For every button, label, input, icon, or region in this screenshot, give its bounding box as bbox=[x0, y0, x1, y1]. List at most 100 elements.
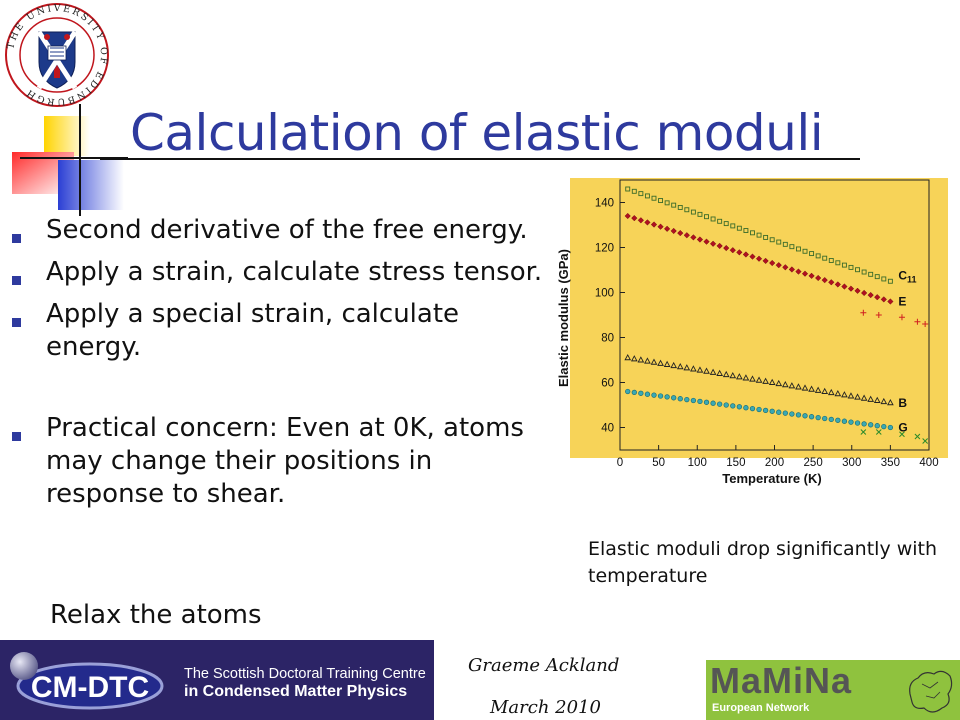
y-tick-label: 120 bbox=[595, 243, 614, 255]
x-tick-label: 200 bbox=[765, 457, 784, 469]
data-point bbox=[860, 394, 868, 401]
data-point bbox=[763, 234, 769, 240]
data-point bbox=[782, 410, 788, 416]
data-point bbox=[677, 230, 684, 237]
data-point bbox=[861, 289, 868, 297]
data-point bbox=[827, 388, 835, 396]
data-point bbox=[651, 195, 657, 201]
data-point bbox=[822, 415, 828, 422]
data-point bbox=[776, 409, 782, 415]
data-point bbox=[710, 240, 717, 247]
data-point bbox=[644, 391, 651, 397]
europe-map-icon bbox=[909, 670, 953, 713]
data-point bbox=[736, 225, 742, 231]
data-point bbox=[638, 191, 644, 197]
chart-background bbox=[570, 178, 948, 458]
data-point bbox=[815, 274, 822, 282]
mamina-subtitle: European Network bbox=[712, 702, 810, 714]
data-point bbox=[762, 407, 769, 414]
data-point bbox=[808, 414, 815, 420]
data-point bbox=[743, 228, 749, 233]
data-point bbox=[802, 413, 808, 419]
data-point bbox=[671, 202, 677, 208]
data-point bbox=[782, 241, 788, 247]
data-point bbox=[795, 412, 802, 418]
data-point bbox=[625, 388, 631, 395]
author-name: Graeme Ackland bbox=[468, 655, 620, 676]
data-point bbox=[696, 366, 704, 373]
bullet-list: Second derivative of the free energy. Ap… bbox=[8, 214, 548, 511]
bullet-item: Practical concern: Even at 0K, atoms may… bbox=[8, 412, 548, 511]
slide-title: Calculation of elastic moduli bbox=[130, 104, 824, 162]
data-point bbox=[874, 274, 880, 280]
data-point bbox=[781, 381, 789, 388]
data-point bbox=[801, 270, 809, 277]
bullet-square-icon bbox=[12, 234, 21, 243]
bullet-text: Second derivative of the free energy. bbox=[46, 215, 528, 245]
data-point bbox=[854, 393, 861, 400]
data-point bbox=[703, 367, 710, 374]
data-point bbox=[875, 312, 882, 318]
y-tick-label: 140 bbox=[595, 198, 614, 210]
data-point bbox=[828, 279, 835, 286]
data-point bbox=[841, 418, 848, 424]
y-tick-label: 80 bbox=[601, 333, 614, 345]
data-point bbox=[631, 389, 637, 396]
data-point bbox=[873, 396, 881, 403]
data-point bbox=[723, 402, 729, 408]
title-underline bbox=[100, 158, 860, 160]
data-point bbox=[822, 255, 828, 261]
data-point bbox=[651, 392, 657, 398]
data-point bbox=[841, 391, 848, 398]
data-point bbox=[762, 377, 769, 384]
data-point bbox=[637, 217, 644, 224]
data-point bbox=[887, 278, 893, 284]
y-tick-label: 100 bbox=[595, 288, 614, 300]
data-point bbox=[644, 219, 651, 226]
data-point bbox=[769, 259, 776, 267]
data-point bbox=[742, 374, 750, 381]
data-point bbox=[664, 200, 670, 206]
data-point bbox=[887, 424, 894, 431]
data-point bbox=[914, 318, 921, 325]
data-point bbox=[769, 408, 775, 414]
y-axis-label: Elastic modulus (GPa) bbox=[556, 249, 571, 387]
data-point bbox=[670, 361, 678, 369]
mamina-logo-text: MaMiNa bbox=[710, 660, 853, 701]
data-point bbox=[676, 363, 684, 370]
data-point bbox=[880, 296, 887, 303]
data-point bbox=[914, 433, 921, 440]
data-point bbox=[756, 406, 762, 413]
data-point bbox=[710, 216, 716, 222]
bullet-square-icon bbox=[12, 318, 21, 327]
data-point bbox=[704, 214, 709, 220]
bullet-text: Apply a strain, calculate stress tensor. bbox=[46, 257, 543, 287]
data-point bbox=[809, 251, 815, 257]
data-point bbox=[723, 244, 730, 252]
data-point bbox=[723, 221, 729, 227]
data-point bbox=[881, 276, 887, 282]
data-point bbox=[690, 365, 697, 372]
data-point bbox=[867, 395, 875, 402]
data-point bbox=[821, 277, 828, 284]
data-point bbox=[690, 234, 697, 241]
data-point bbox=[868, 271, 874, 277]
data-point bbox=[867, 292, 874, 299]
data-point bbox=[684, 396, 690, 403]
data-point bbox=[742, 251, 749, 258]
data-point bbox=[815, 414, 821, 421]
data-point bbox=[664, 225, 671, 232]
data-point bbox=[898, 314, 905, 321]
data-point bbox=[717, 218, 723, 224]
data-point bbox=[703, 399, 710, 405]
data-point bbox=[657, 393, 664, 399]
data-point bbox=[808, 272, 815, 279]
data-point bbox=[736, 404, 743, 410]
data-point bbox=[624, 354, 632, 361]
data-point bbox=[795, 268, 802, 275]
data-point bbox=[788, 382, 796, 389]
presentation-date: March 2010 bbox=[490, 697, 601, 718]
series-label: E bbox=[898, 295, 906, 309]
data-point bbox=[722, 370, 730, 378]
x-tick-label: 350 bbox=[881, 457, 900, 469]
